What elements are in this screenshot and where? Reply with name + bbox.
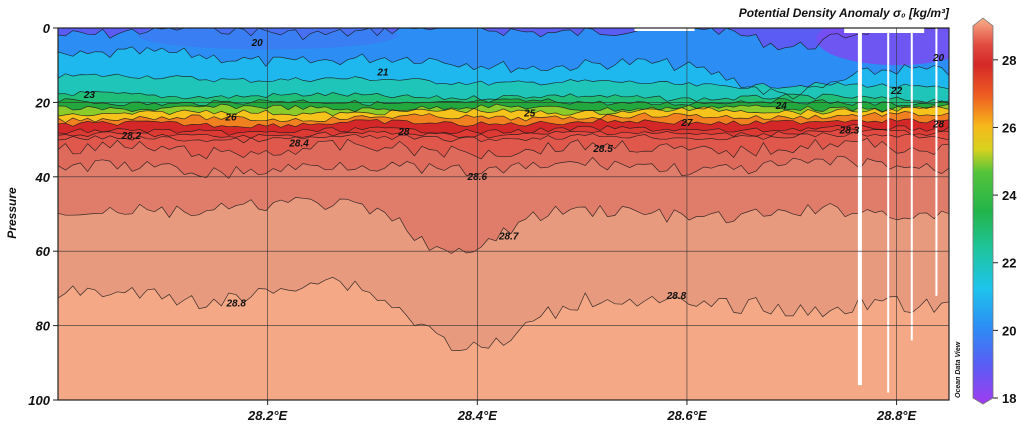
contour-label: 28.4 [288, 138, 309, 149]
gap-column [935, 28, 938, 296]
odv-watermark: Ocean Data View [955, 341, 962, 398]
contour-label: 28.6 [467, 172, 488, 183]
band-28.8 [58, 277, 949, 400]
contour-label: 26 [224, 112, 237, 123]
colorbar-tick-label: 20 [1002, 323, 1016, 338]
contour-label: 28 [932, 120, 945, 131]
contour-line-20 [58, 28, 949, 51]
contour-labels: 20 21 23 26 25 24 27 28.2 28 28.4 28.5 28.3 28.6 28.7… [83, 38, 945, 309]
contour-label: 21 [376, 68, 389, 79]
contour-line-27 [58, 111, 949, 123]
colorbar-tick-label: 22 [1002, 256, 1016, 271]
contour-line-28.2 [58, 124, 949, 136]
missing-data-gaps [634, 28, 938, 393]
chart-title: Potential Density Anomaly σ₀ [kg/m³] [739, 6, 950, 20]
contour-label: 28.5 [592, 144, 613, 155]
contour-line-21 [58, 46, 949, 100]
y-tick-label: 20 [35, 95, 51, 110]
contour-line-28.7 [58, 197, 949, 254]
y-axis-ticks: 0 20 40 60 80 100 [28, 21, 58, 408]
gap-surface [634, 28, 695, 31]
colorbar-tick-label: 24 [1002, 188, 1017, 203]
contour-line-26 [58, 105, 949, 117]
y-axis-title: Pressure [5, 187, 19, 239]
contour-line-28.4 [58, 132, 949, 144]
contour-line-25 [58, 103, 949, 113]
colorbar-tick-label: 28 [1002, 53, 1016, 68]
grid-lines [58, 28, 949, 400]
contour-label: 28.8 [225, 298, 246, 309]
plot-frame [57, 27, 950, 401]
gap-column [887, 28, 890, 393]
contour-line-22 [58, 73, 949, 90]
contour-line-28.8 [58, 276, 949, 351]
y-tick-label: 40 [35, 170, 51, 185]
colorbar-body [972, 17, 994, 405]
y-tick-label: 100 [28, 393, 50, 408]
contour-label: 22 [890, 86, 903, 97]
contour-label: 20 [251, 38, 264, 49]
y-tick-label: 0 [43, 21, 51, 36]
contour-label: 28.8 [666, 291, 687, 302]
colorbar-ticks: 18 20 22 24 26 28 [993, 53, 1017, 406]
contour-lines [58, 28, 949, 351]
contour-label: 28 [397, 127, 410, 138]
colorbar-tick-label: 26 [1002, 120, 1016, 135]
contour-label: 27 [680, 118, 693, 129]
x-tick-label: 28.8°E [876, 408, 917, 423]
contour-line-28.6 [58, 155, 949, 179]
contour-line-28.5 [58, 137, 949, 160]
contour-bands [58, 28, 949, 400]
contour-line-23 [58, 91, 949, 103]
band-east-purple [816, 28, 949, 66]
x-tick-label: 28.6°E [666, 408, 707, 423]
contour-label: 28.3 [839, 125, 860, 136]
colorbar: 18 20 22 24 26 28 [972, 17, 1017, 406]
contour-label: 25 [523, 109, 536, 120]
contour-label: 24 [775, 101, 788, 112]
gap-column [857, 28, 862, 386]
x-axis-ticks: 28.2°E 28.4°E 28.6°E 28.8°E [247, 400, 917, 423]
contour-label: 20 [932, 53, 945, 64]
contour-label: 28.2 [121, 131, 142, 142]
y-tick-label: 60 [36, 244, 51, 259]
x-tick-label: 28.4°E [457, 408, 498, 423]
x-tick-label: 28.2°E [247, 408, 288, 423]
colorbar-tick-label: 18 [1002, 391, 1016, 406]
gap-column [910, 28, 913, 341]
contour-label: 23 [83, 90, 96, 101]
y-tick-label: 80 [36, 319, 51, 334]
contour-line-24 [58, 97, 949, 107]
gap-surface [844, 28, 925, 33]
contour-line-28 [58, 118, 949, 129]
contour-label: 28.7 [498, 231, 519, 242]
